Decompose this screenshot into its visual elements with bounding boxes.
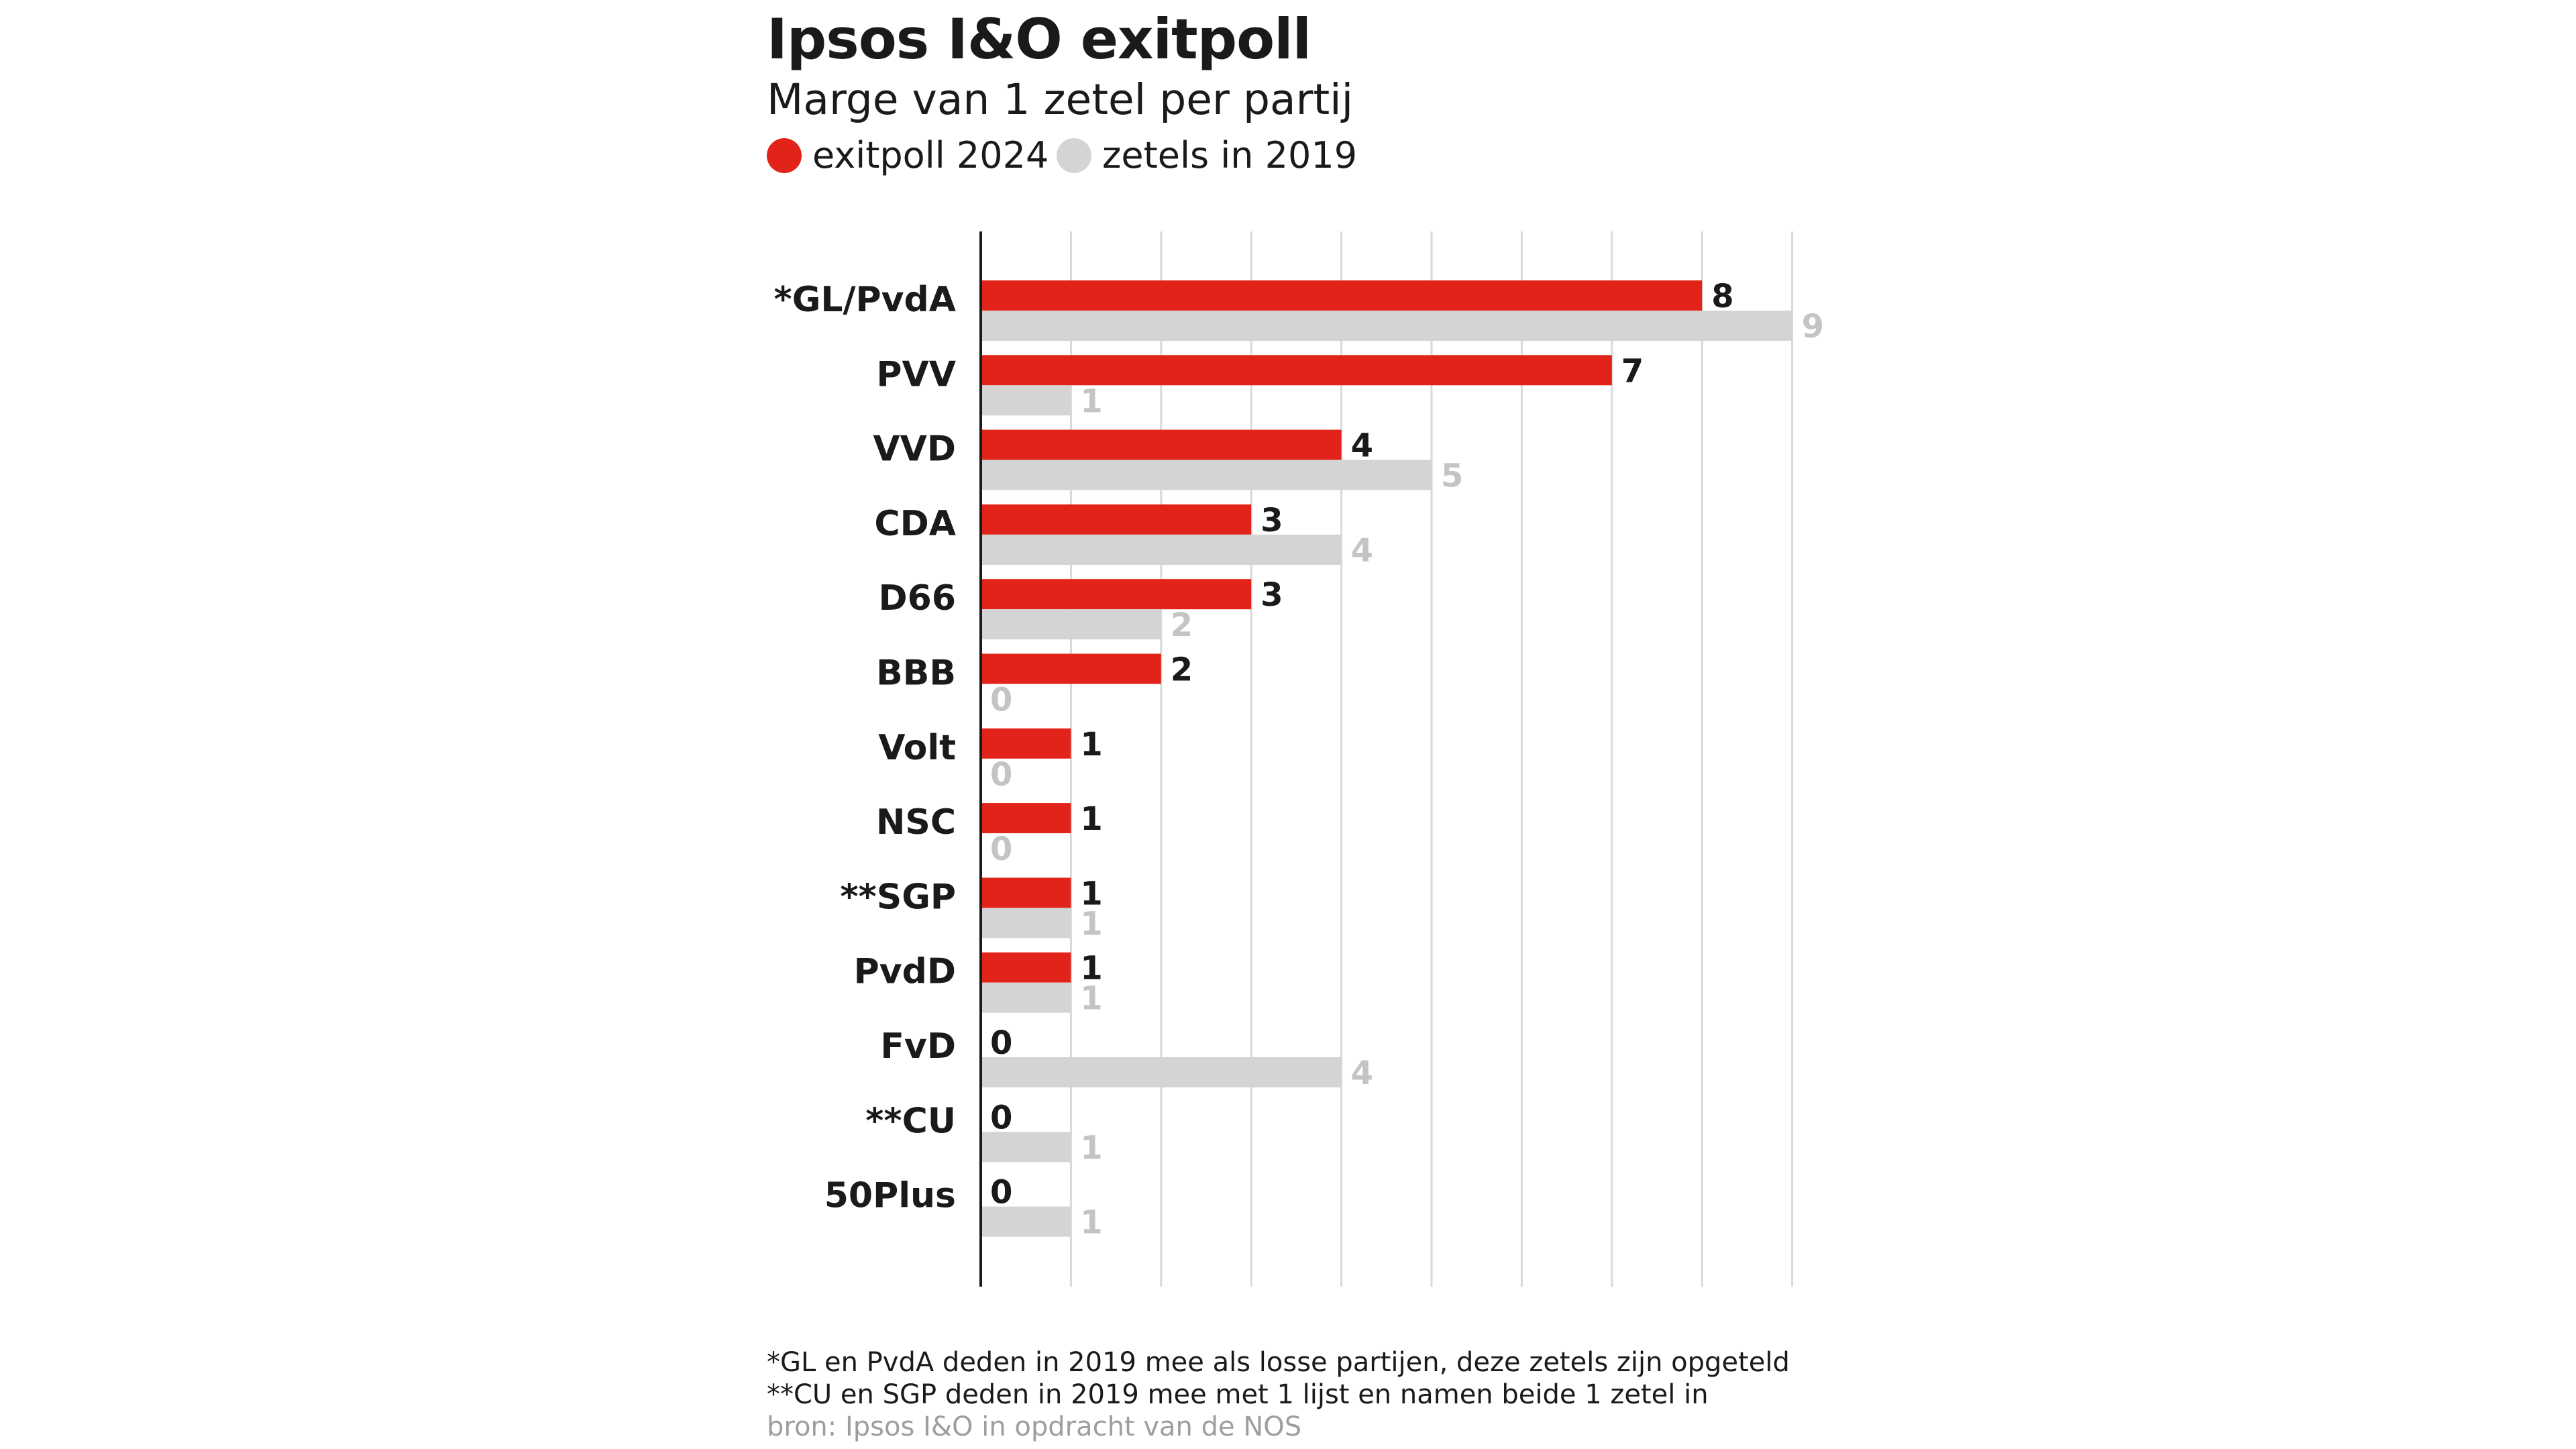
legend-label: zetels in 2019 — [1102, 134, 1358, 176]
chart-subtitle: Marge van 1 zetel per partij — [767, 75, 1354, 124]
bar-zetels-2019 — [981, 908, 1071, 938]
category-labels: *GL/PvdA PVV VVD CDA D66 BBB Volt NSC **SGP PvdD F… — [774, 280, 956, 1216]
category-label: *GL/PvdA — [774, 280, 956, 320]
bar-exitpoll-2024 — [981, 653, 1161, 684]
value-label-exitpoll-2024: 4 — [1351, 427, 1373, 465]
value-label-zetels-2019: 9 — [1802, 308, 1824, 345]
value-label-zetels-2019: 4 — [1351, 1055, 1373, 1092]
value-label-zetels-2019: 1 — [1080, 905, 1102, 943]
value-label-exitpoll-2024: 7 — [1621, 352, 1644, 390]
value-label-exitpoll-2024: 0 — [990, 1024, 1012, 1062]
value-label-zetels-2019: 1 — [1080, 980, 1102, 1018]
bar-exitpoll-2024 — [981, 728, 1071, 759]
value-label-exitpoll-2024: 1 — [1080, 875, 1102, 912]
value-label-zetels-2019: 0 — [990, 756, 1012, 794]
category-label: FvD — [880, 1026, 956, 1067]
legend-item-zetels-2019: zetels in 2019 — [1057, 134, 1357, 176]
legend-swatch-grey-icon — [1057, 138, 1091, 173]
bar-exitpoll-2024 — [981, 877, 1071, 908]
bar-exitpoll-2024 — [981, 429, 1342, 460]
category-label: D66 — [878, 578, 956, 619]
value-label-exitpoll-2024: 1 — [1080, 800, 1102, 838]
value-label-exitpoll-2024: 1 — [1080, 726, 1102, 763]
bar-exitpoll-2024 — [981, 579, 1252, 610]
bar-exitpoll-2024 — [981, 504, 1252, 535]
category-label: CDA — [874, 504, 956, 544]
bar-zetels-2019 — [981, 385, 1071, 416]
bar-exitpoll-2024 — [981, 280, 1703, 311]
bar-zetels-2019 — [981, 609, 1161, 640]
category-label: NSC — [876, 802, 956, 843]
value-label-zetels-2019: 1 — [1080, 382, 1102, 420]
value-label-zetels-2019: 1 — [1080, 1129, 1102, 1167]
category-label: BBB — [876, 653, 956, 694]
legend-label: exitpoll 2024 — [812, 134, 1049, 176]
bar-exitpoll-2024 — [981, 355, 1612, 386]
bar-zetels-2019 — [981, 982, 1071, 1013]
value-label-exitpoll-2024: 0 — [990, 1174, 1012, 1212]
category-label: **CU — [865, 1101, 956, 1141]
value-label-exitpoll-2024: 0 — [990, 1099, 1012, 1136]
bar-zetels-2019 — [981, 1206, 1071, 1237]
bar-zetels-2019 — [981, 1132, 1071, 1163]
footnote-gl-pvda: *GL en PvdA deden in 2019 mee als losse … — [767, 1347, 1790, 1378]
category-label: VVD — [873, 429, 956, 470]
category-label: **SGP — [840, 877, 956, 917]
value-label-zetels-2019: 2 — [1171, 606, 1193, 644]
value-label-exitpoll-2024: 8 — [1711, 278, 1733, 315]
bar-zetels-2019 — [981, 534, 1342, 565]
chart-title: Ipsos I&O exitpoll — [767, 7, 1311, 72]
gridlines — [1069, 231, 1794, 1287]
value-label-exitpoll-2024: 3 — [1260, 502, 1283, 539]
bar-zetels-2019 — [981, 1057, 1342, 1087]
bar-zetels-2019 — [981, 311, 1792, 341]
value-label-zetels-2019: 0 — [990, 682, 1012, 719]
source-note: bron: Ipsos I&O in opdracht van de NOS — [767, 1411, 1302, 1442]
value-label-zetels-2019: 1 — [1080, 1204, 1102, 1242]
value-label-zetels-2019: 4 — [1351, 532, 1373, 570]
category-label: PVV — [876, 354, 956, 394]
value-label-zetels-2019: 0 — [990, 830, 1012, 868]
value-label-exitpoll-2024: 1 — [1080, 950, 1102, 987]
bar-exitpoll-2024 — [981, 952, 1071, 983]
legend-swatch-red-icon — [767, 138, 802, 173]
bar-exitpoll-2024 — [981, 803, 1071, 834]
value-label-exitpoll-2024: 2 — [1171, 651, 1193, 689]
category-label: PvdD — [854, 952, 956, 992]
value-label-exitpoll-2024: 3 — [1260, 576, 1283, 614]
footnote-cu-sgp: **CU en SGP deden in 2019 mee met 1 lijs… — [767, 1379, 1709, 1410]
value-label-zetels-2019: 5 — [1441, 458, 1463, 495]
footnotes: *GL en PvdA deden in 2019 mee als losse … — [767, 1346, 1790, 1443]
bar-zetels-2019 — [981, 460, 1432, 490]
category-label: 50Plus — [824, 1176, 956, 1216]
legend-item-exitpoll-2024: exitpoll 2024 — [767, 134, 1049, 176]
category-label: Volt — [878, 728, 956, 768]
